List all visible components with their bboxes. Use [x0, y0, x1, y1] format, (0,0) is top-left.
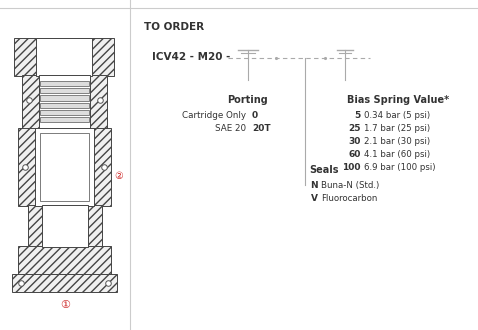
Bar	[40, 81, 89, 86]
Bar	[40, 88, 89, 93]
Bar	[12, 274, 117, 292]
Text: 4.1 bar (60 psi): 4.1 bar (60 psi)	[364, 150, 430, 159]
Text: Cartridge Only: Cartridge Only	[182, 111, 246, 120]
Text: Seals: Seals	[309, 165, 338, 175]
Text: 1.7 bar (25 psi): 1.7 bar (25 psi)	[364, 124, 430, 133]
Text: ICV42 - M20 -: ICV42 - M20 -	[152, 52, 230, 62]
Bar	[35, 128, 94, 206]
Bar	[40, 117, 89, 122]
Text: 30: 30	[348, 137, 361, 146]
Text: 5: 5	[355, 111, 361, 120]
Bar	[36, 38, 92, 76]
Bar	[28, 205, 102, 247]
Text: ①: ①	[60, 300, 70, 310]
Text: 0: 0	[252, 111, 258, 120]
Text: Bias Spring Value*: Bias Spring Value*	[347, 95, 449, 105]
Bar	[39, 75, 90, 130]
Text: 100: 100	[343, 163, 361, 172]
Text: V: V	[311, 194, 318, 203]
Bar	[40, 110, 89, 115]
Text: ②: ②	[114, 171, 123, 182]
Bar	[14, 38, 114, 76]
Text: Buna-N (Std.): Buna-N (Std.)	[321, 181, 379, 190]
Text: 60: 60	[348, 150, 361, 159]
Text: Fluorocarbon: Fluorocarbon	[321, 194, 377, 203]
Text: TO ORDER: TO ORDER	[144, 22, 204, 32]
Text: 20T: 20T	[252, 124, 271, 133]
Bar	[40, 133, 89, 201]
Text: SAE 20: SAE 20	[215, 124, 246, 133]
Bar	[18, 128, 111, 206]
Text: Porting: Porting	[228, 95, 268, 105]
Text: N: N	[310, 181, 318, 190]
Bar	[40, 103, 89, 108]
Text: 0.34 bar (5 psi): 0.34 bar (5 psi)	[364, 111, 430, 120]
Bar	[42, 205, 88, 247]
Text: 25: 25	[348, 124, 361, 133]
Text: 2.1 bar (30 psi): 2.1 bar (30 psi)	[364, 137, 430, 146]
Bar	[18, 246, 111, 274]
Bar	[40, 95, 89, 101]
Text: 6.9 bar (100 psi): 6.9 bar (100 psi)	[364, 163, 435, 172]
Bar	[22, 75, 107, 130]
